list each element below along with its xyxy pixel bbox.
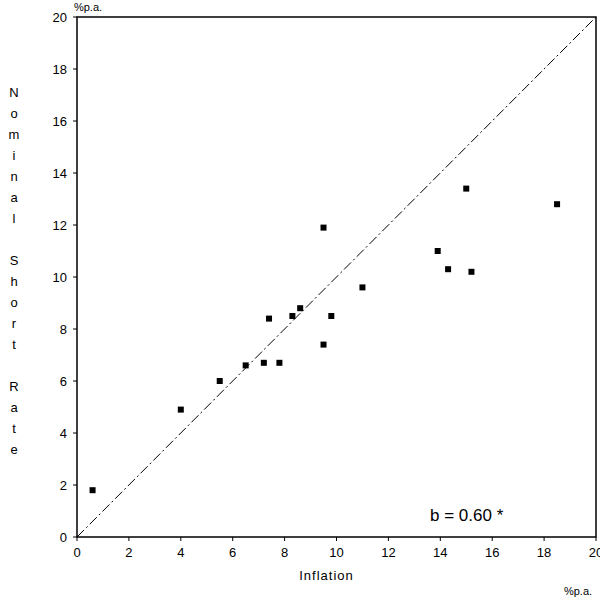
x-tick-label: 16 — [485, 545, 499, 560]
x-tick-label: 0 — [73, 545, 80, 560]
y-tick — [73, 537, 77, 538]
scatter-point — [217, 378, 223, 384]
y-axis-label-char: l — [13, 211, 16, 226]
x-tick — [596, 537, 597, 541]
scatter-point — [297, 305, 303, 311]
x-tick-label: 14 — [433, 545, 447, 560]
scatter-point — [435, 248, 441, 254]
x-tick — [544, 537, 545, 541]
y-tick-label: 4 — [60, 426, 67, 441]
annotation: b = 0.60 * — [430, 506, 504, 525]
x-tick — [77, 537, 78, 541]
y-tick-label: 18 — [53, 62, 67, 77]
y-axis-label-char — [12, 232, 16, 247]
y-tick-label: 12 — [53, 218, 67, 233]
scatter-point — [276, 360, 282, 366]
x-tick-label: 18 — [537, 545, 551, 560]
scatter-point — [321, 225, 327, 231]
y-axis-label: Nominal Short Rate — [9, 85, 20, 457]
scatter-point — [468, 269, 474, 275]
x-tick — [180, 537, 181, 541]
y-axis-label-char — [12, 358, 16, 373]
x-tick — [492, 537, 493, 541]
y-axis-label-char: m — [9, 127, 20, 142]
scatter-point — [359, 284, 365, 290]
x-tick-label: 20 — [589, 545, 600, 560]
y-tick — [73, 121, 77, 122]
x-tick — [336, 537, 337, 541]
y-tick-label: 6 — [60, 374, 67, 389]
scatter-point — [289, 313, 295, 319]
x-tick-label: 12 — [381, 545, 395, 560]
y-tick — [73, 381, 77, 382]
x-tick-label: 8 — [281, 545, 288, 560]
y-axis-label-char: S — [10, 253, 19, 268]
scatter-point — [261, 360, 267, 366]
y-axis-label-char: R — [9, 379, 18, 394]
y-axis-label-char: t — [12, 421, 16, 436]
x-tick-label: 6 — [229, 545, 236, 560]
y-tick — [73, 17, 77, 18]
y-tick — [73, 277, 77, 278]
scatter-point — [266, 316, 272, 322]
y-tick-label: 20 — [53, 10, 67, 25]
x-tick-label: 4 — [177, 545, 184, 560]
y-tick — [73, 173, 77, 174]
y-axis-label-char: o — [10, 106, 17, 121]
y-tick-label: 14 — [53, 166, 67, 181]
x-tick — [284, 537, 285, 541]
chart: 0 2 4 6 8 10 12 14 16 18 20 0 2 4 6 8 10 12 14 16 18 20 Inflat… — [0, 0, 600, 603]
y-tick — [73, 69, 77, 70]
x-tick — [128, 537, 129, 541]
x-tick — [232, 537, 233, 541]
scatter-point — [328, 313, 334, 319]
reference-line — [77, 17, 596, 537]
y-tick-label: 2 — [60, 478, 67, 493]
x-axis-label: Inflation — [299, 568, 354, 583]
plot-area — [77, 17, 596, 537]
scatter-point — [321, 342, 327, 348]
y-tick — [73, 225, 77, 226]
x-tick — [440, 537, 441, 541]
x-tick — [388, 537, 389, 541]
plot-frame — [77, 17, 596, 537]
y-tick-label: 8 — [60, 322, 67, 337]
scatter-point — [178, 407, 184, 413]
y-axis-label-char: a — [10, 190, 18, 205]
scatter-point — [554, 201, 560, 207]
y-unit: %p.a. — [74, 1, 102, 13]
y-axis-label-char: e — [10, 442, 17, 457]
y-axis-label-char: h — [10, 274, 17, 289]
y-tick — [73, 433, 77, 434]
y-tick-label: 0 — [60, 530, 67, 545]
y-axis-label-char: n — [10, 169, 17, 184]
y-axis-label-char: o — [10, 295, 17, 310]
y-axis-label-char: t — [12, 337, 16, 352]
y-axis-label-char: a — [10, 400, 18, 415]
y-tick — [73, 329, 77, 330]
scatter-point — [445, 266, 451, 272]
x-tick-label: 2 — [125, 545, 132, 560]
y-tick-label: 10 — [53, 270, 67, 285]
y-tick — [73, 485, 77, 486]
scatter-point — [463, 186, 469, 192]
y-axis-label-char: N — [9, 85, 18, 100]
x-unit: %p.a. — [564, 585, 592, 597]
y-axis-label-char: i — [13, 148, 16, 163]
y-tick-label: 16 — [53, 114, 67, 129]
y-axis-label-char: r — [12, 316, 17, 331]
x-tick-label: 10 — [329, 545, 343, 560]
scatter-point — [90, 487, 96, 493]
